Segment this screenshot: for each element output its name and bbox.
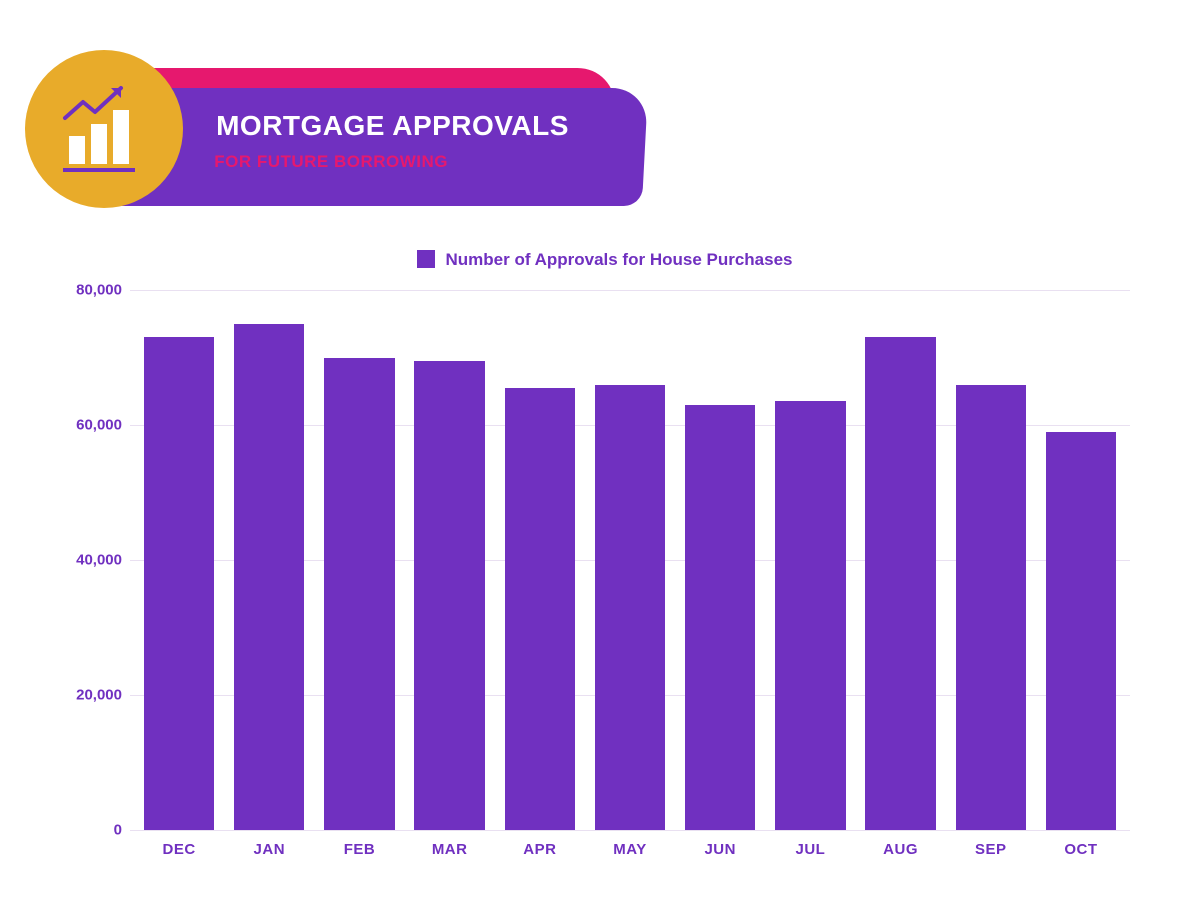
bar-slot: OCT <box>1036 290 1126 830</box>
bar <box>956 385 1026 831</box>
bar <box>1046 432 1116 830</box>
chart-legend: Number of Approvals for House Purchases <box>70 250 1140 270</box>
bars-container: DECJANFEBMARAPRMAYJUNJULAUGSEPOCT <box>130 290 1130 830</box>
x-axis-label: JUL <box>765 841 855 858</box>
x-axis-label: JUN <box>675 841 765 858</box>
bar <box>505 388 575 830</box>
bar-slot: JAN <box>224 290 314 830</box>
bar-slot: MAY <box>585 290 675 830</box>
header-banner: MORTGAGE APPROVALS FOR FUTURE BORROWING <box>25 50 645 220</box>
x-axis-label: FEB <box>314 841 404 858</box>
growth-chart-icon <box>25 50 183 208</box>
bar <box>595 385 665 831</box>
bar-slot: SEP <box>946 290 1036 830</box>
bar <box>775 401 845 830</box>
bar <box>234 324 304 830</box>
chart-plot-area: 020,00040,00060,00080,000DECJANFEBMARAPR… <box>130 290 1130 830</box>
x-axis-label: MAY <box>585 841 675 858</box>
page-title: MORTGAGE APPROVALS <box>216 110 606 142</box>
x-axis-label: OCT <box>1036 841 1126 858</box>
y-axis-label: 20,000 <box>70 687 122 704</box>
bar <box>324 358 394 831</box>
bar-slot: FEB <box>314 290 404 830</box>
bar <box>414 361 484 830</box>
growth-chart-icon-svg <box>49 74 159 184</box>
bar <box>685 405 755 830</box>
legend-label: Number of Approvals for House Purchases <box>445 250 792 269</box>
x-axis-label: SEP <box>946 841 1036 858</box>
x-axis-label: JAN <box>224 841 314 858</box>
bar-slot: DEC <box>134 290 224 830</box>
legend-swatch <box>417 250 435 268</box>
y-axis-label: 0 <box>70 822 122 839</box>
bar-slot: MAR <box>405 290 495 830</box>
x-axis-label: MAR <box>405 841 495 858</box>
x-axis-label: APR <box>495 841 585 858</box>
bar-slot: JUN <box>675 290 765 830</box>
x-axis-label: AUG <box>856 841 946 858</box>
y-axis-label: 40,000 <box>70 552 122 569</box>
y-axis-label: 80,000 <box>70 282 122 299</box>
bar <box>144 337 214 830</box>
bar-slot: AUG <box>856 290 946 830</box>
approvals-bar-chart: Number of Approvals for House Purchases … <box>70 250 1140 870</box>
page-subtitle: FOR FUTURE BORROWING <box>214 152 604 172</box>
y-axis-label: 60,000 <box>70 417 122 434</box>
bar <box>865 337 935 830</box>
bar-slot: APR <box>495 290 585 830</box>
bar-slot: JUL <box>765 290 855 830</box>
grid-line <box>130 830 1130 831</box>
x-axis-label: DEC <box>134 841 224 858</box>
